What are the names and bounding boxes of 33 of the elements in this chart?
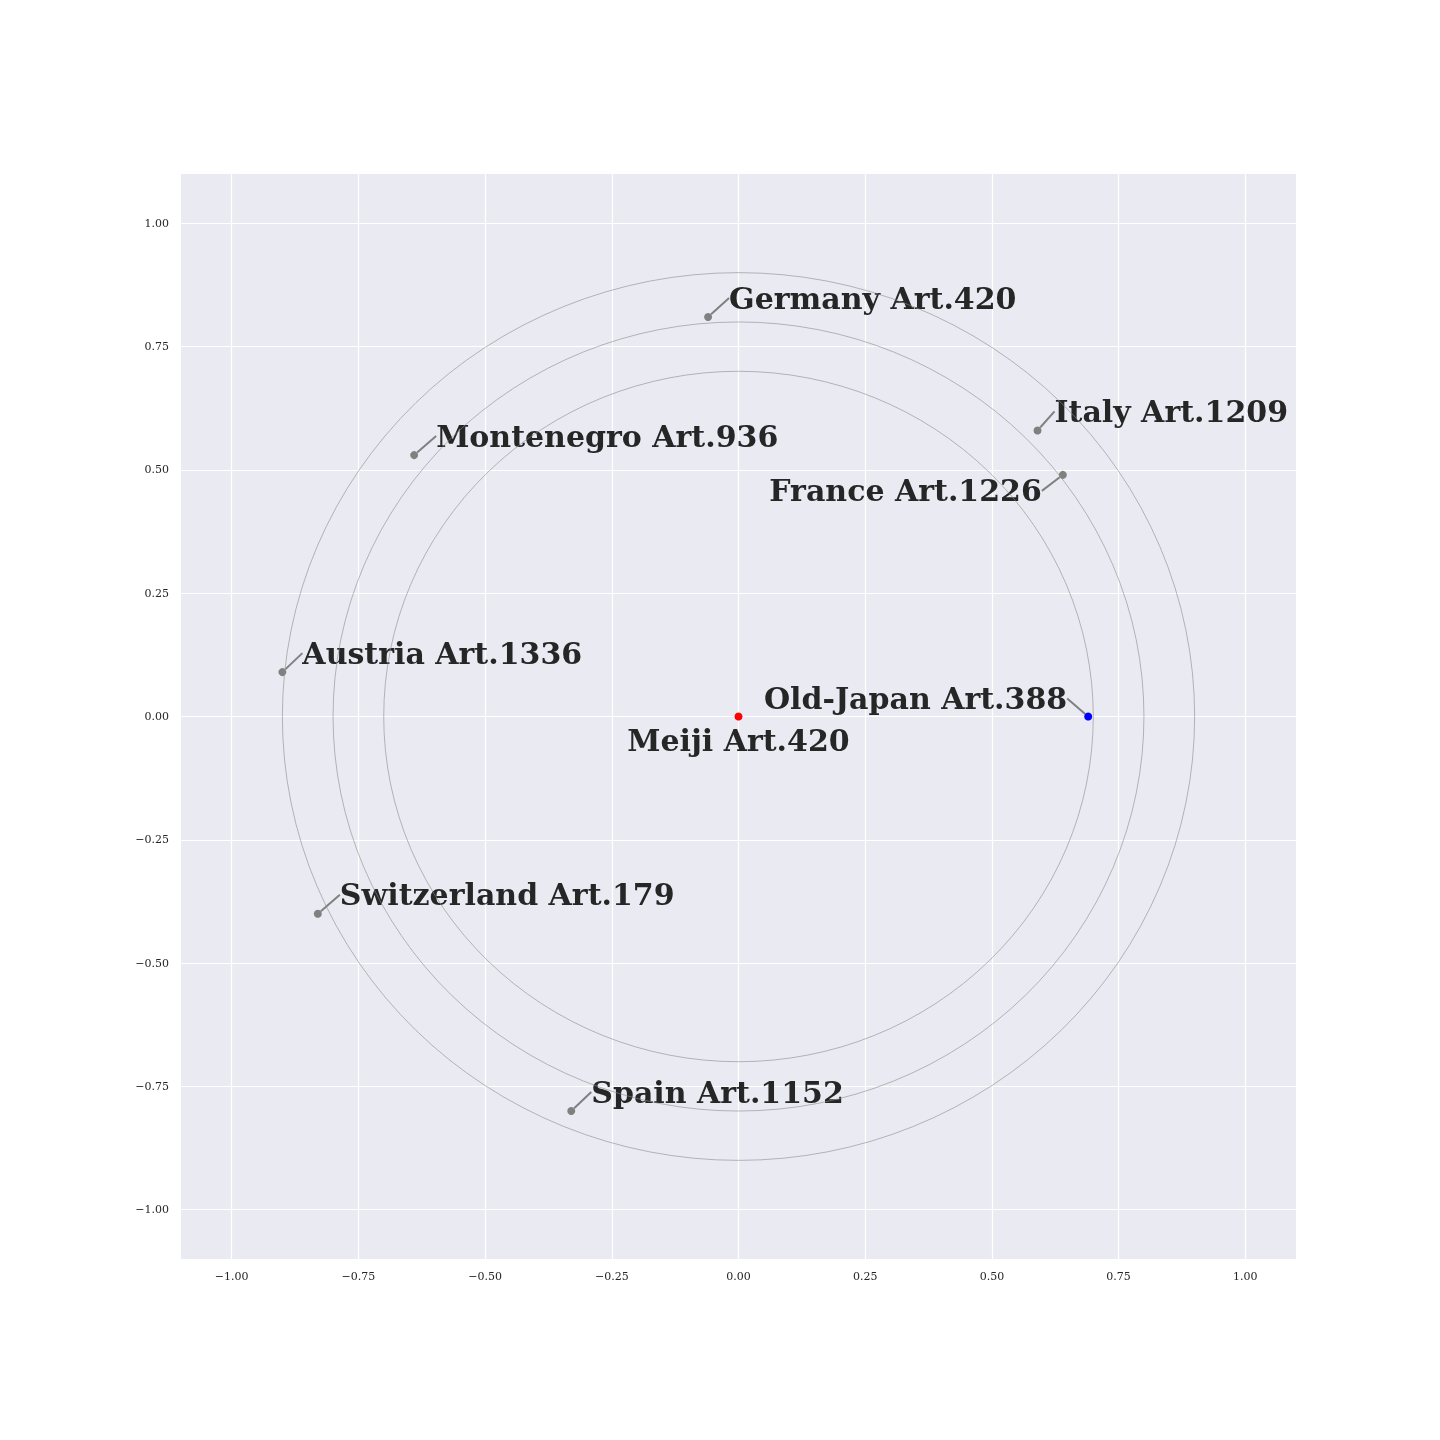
x-tick-label: 1.00 <box>1233 1270 1258 1283</box>
y-tick-label: 0.00 <box>144 710 169 723</box>
x-tick-label: 0.75 <box>1106 1270 1131 1283</box>
annotation: Austria Art.1336 <box>301 635 583 671</box>
y-tick-label: 0.25 <box>144 586 169 600</box>
x-tick-label: 0.50 <box>979 1270 1005 1283</box>
y-tick-label: −1.00 <box>135 1203 169 1217</box>
point <box>313 909 322 918</box>
point <box>1033 426 1042 435</box>
y-tick-label: 0.75 <box>144 340 169 354</box>
point <box>567 1107 576 1116</box>
annotation: France Art.1226 <box>769 473 1042 509</box>
point <box>410 451 419 460</box>
x-tick-label: 0.00 <box>726 1270 751 1283</box>
y-tick-label: −0.50 <box>135 956 169 970</box>
y-tick-label: −0.25 <box>135 833 169 847</box>
annotation: Montenegro Art.936 <box>436 418 779 454</box>
x-tick-label: −1.00 <box>214 1270 249 1283</box>
annotation: Spain Art.1152 <box>591 1074 844 1110</box>
annotation: Switzerland Art.179 <box>339 877 675 913</box>
point <box>1084 712 1093 721</box>
annotation: Italy Art.1209 <box>1054 393 1289 429</box>
x-tick-label: −0.75 <box>341 1270 376 1283</box>
annotation: Germany Art.420 <box>729 280 1017 316</box>
point <box>704 313 713 322</box>
y-tick-label: 1.00 <box>144 216 169 230</box>
y-tick-label: 0.50 <box>144 463 169 477</box>
x-tick-label: −0.25 <box>594 1270 629 1283</box>
annotation: Old-Japan Art.388 <box>763 681 1068 716</box>
x-tick-label: 0.25 <box>852 1270 878 1283</box>
y-tick-label: −0.75 <box>135 1079 169 1093</box>
x-tick-label: −0.50 <box>468 1270 502 1283</box>
annotation: Meiji Art.420 <box>627 723 850 758</box>
